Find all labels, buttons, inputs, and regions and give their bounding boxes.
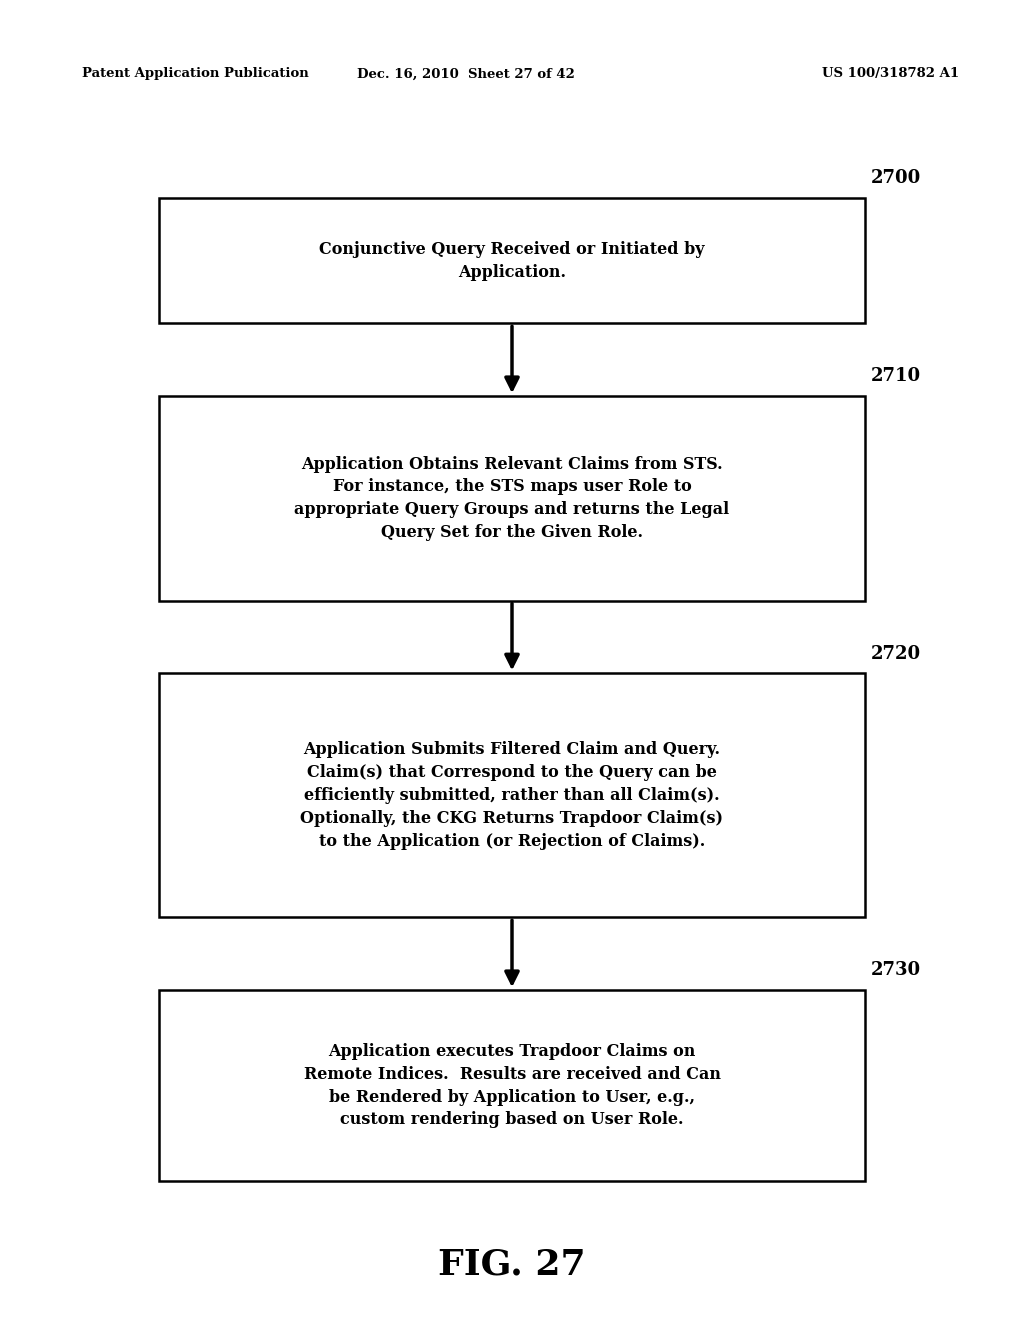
FancyBboxPatch shape [159,396,865,601]
Text: FIG. 27: FIG. 27 [438,1247,586,1282]
Text: Patent Application Publication: Patent Application Publication [82,67,308,81]
Text: Dec. 16, 2010  Sheet 27 of 42: Dec. 16, 2010 Sheet 27 of 42 [357,67,574,81]
Text: Application executes Trapdoor Claims on
Remote Indices.  Results are received an: Application executes Trapdoor Claims on … [303,1043,721,1129]
Text: 2730: 2730 [870,961,921,979]
Text: US 100/318782 A1: US 100/318782 A1 [822,67,959,81]
Text: 2710: 2710 [870,367,921,385]
Text: Application Submits Filtered Claim and Query.
Claim(s) that Correspond to the Qu: Application Submits Filtered Claim and Q… [300,741,724,850]
FancyBboxPatch shape [159,198,865,323]
Text: Application Obtains Relevant Claims from STS.
For instance, the STS maps user Ro: Application Obtains Relevant Claims from… [295,455,729,541]
Text: 2700: 2700 [870,169,921,187]
FancyBboxPatch shape [159,673,865,917]
Text: Conjunctive Query Received or Initiated by
Application.: Conjunctive Query Received or Initiated … [319,240,705,281]
FancyBboxPatch shape [159,990,865,1181]
Text: 2720: 2720 [870,644,921,663]
